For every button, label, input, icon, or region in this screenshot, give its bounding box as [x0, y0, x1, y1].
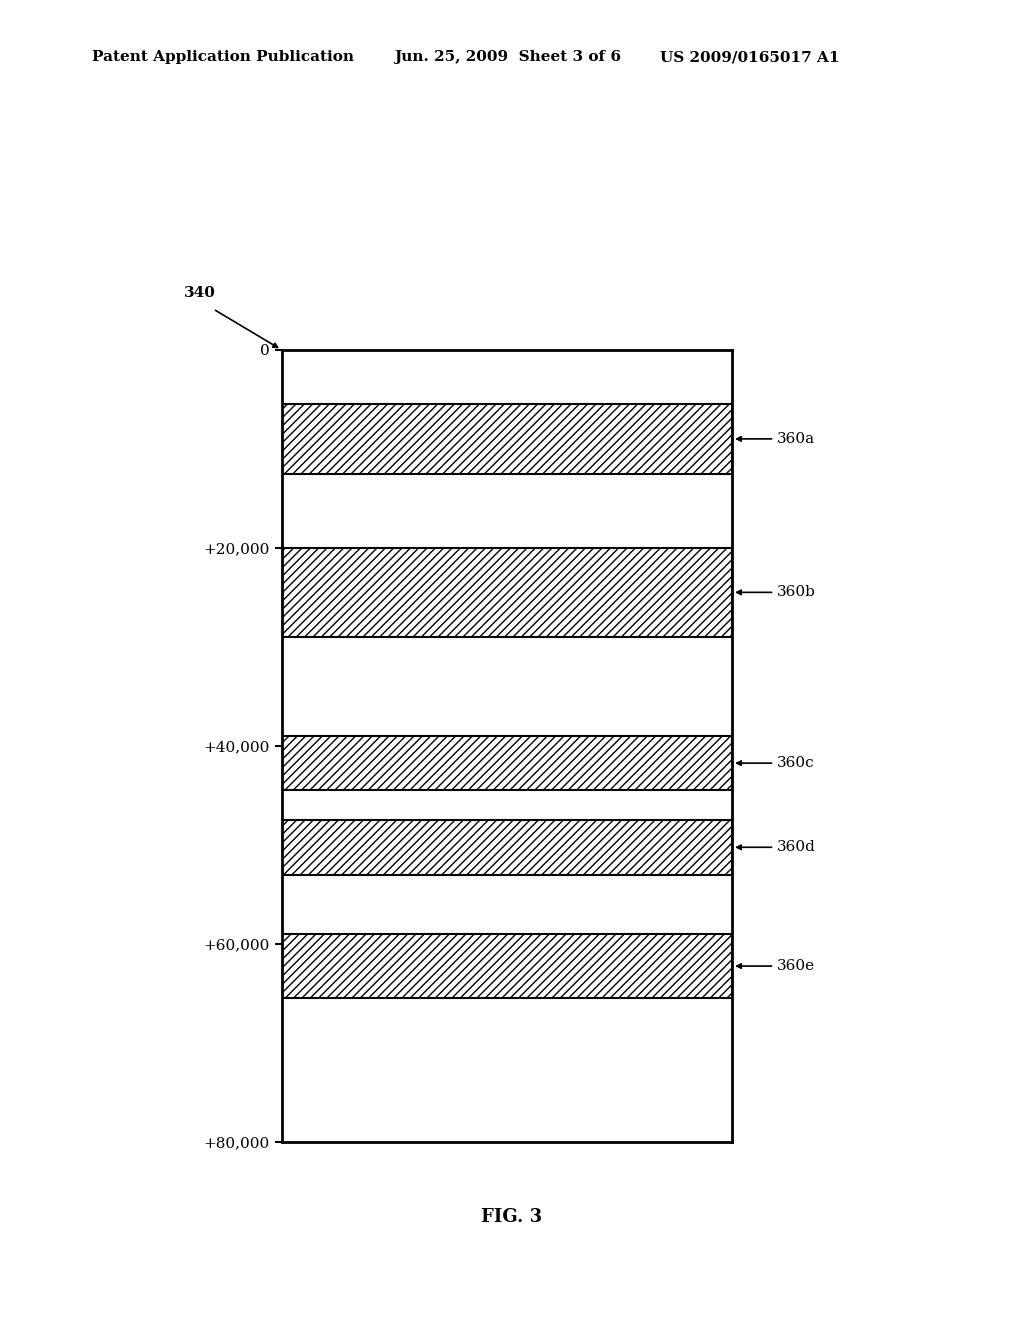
Bar	[282, 548, 732, 638]
Text: 360d: 360d	[737, 841, 816, 854]
Text: FIG. 3: FIG. 3	[481, 1208, 543, 1226]
Text: Jun. 25, 2009  Sheet 3 of 6: Jun. 25, 2009 Sheet 3 of 6	[394, 50, 622, 65]
Bar	[282, 820, 732, 874]
Text: 360b: 360b	[737, 585, 816, 599]
Text: 360e: 360e	[737, 960, 815, 973]
Text: US 2009/0165017 A1: US 2009/0165017 A1	[660, 50, 840, 65]
Bar	[282, 404, 732, 474]
Text: Patent Application Publication: Patent Application Publication	[92, 50, 354, 65]
Text: 360c: 360c	[737, 756, 815, 770]
Text: 360a: 360a	[737, 432, 815, 446]
Bar	[282, 737, 732, 791]
Bar	[282, 935, 732, 998]
Text: 340: 340	[184, 285, 216, 300]
